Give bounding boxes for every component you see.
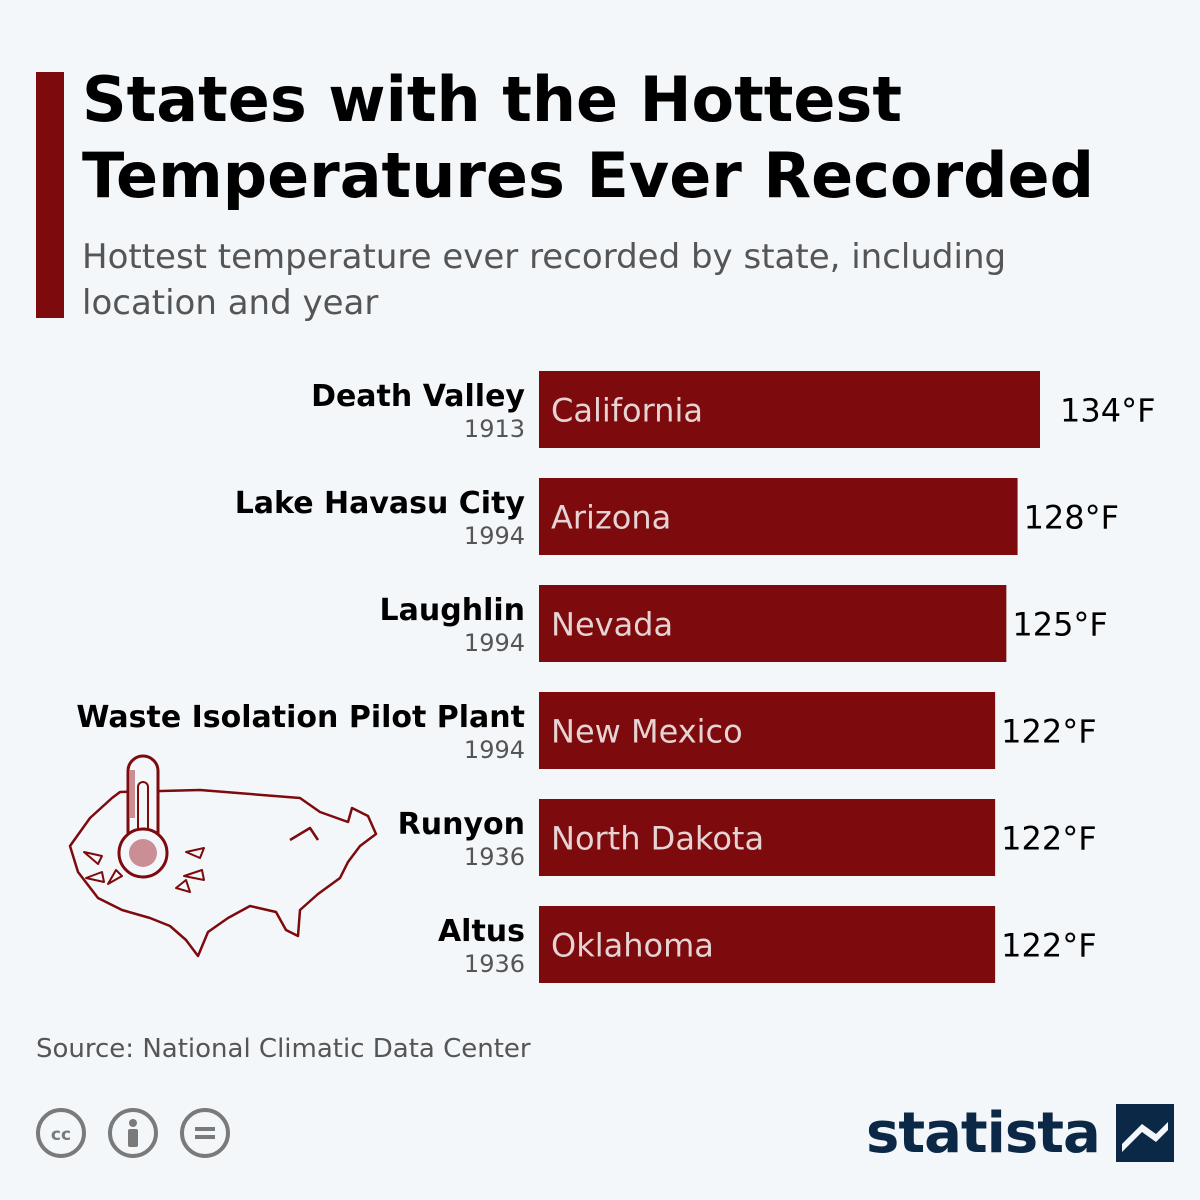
bar-category-label: Arizona xyxy=(551,499,671,537)
page-subtitle: Hottest temperature ever recorded by sta… xyxy=(82,237,1007,323)
year-label: 1936 xyxy=(464,950,525,978)
bar-category-label: Oklahoma xyxy=(551,927,714,965)
location-label: Death Valley xyxy=(311,379,525,414)
bar xyxy=(539,906,996,983)
bar-value-label: 128°F xyxy=(1024,499,1119,537)
bar xyxy=(539,585,1007,662)
location-label: Runyon xyxy=(398,807,525,842)
bar xyxy=(539,478,1018,555)
cc-icon[interactable]: cc xyxy=(36,1108,86,1158)
bar xyxy=(539,371,1040,448)
location-label: Altus xyxy=(438,914,525,949)
page-title: States with the Hottest Temperatures Eve… xyxy=(82,63,1094,212)
year-label: 1994 xyxy=(464,629,525,657)
title-accent-bar xyxy=(36,72,64,318)
bar-category-label: New Mexico xyxy=(551,713,743,751)
svg-text:cc: cc xyxy=(51,1125,71,1145)
location-label: Waste Isolation Pilot Plant xyxy=(76,700,525,735)
source-note: Source: National Climatic Data Center xyxy=(36,1034,531,1064)
bar-value-label: 122°F xyxy=(1001,927,1096,965)
statista-logo[interactable]: statista xyxy=(866,1098,1174,1168)
year-label: 1936 xyxy=(464,843,525,871)
bar-value-label: 134°F xyxy=(1060,392,1155,430)
statista-logo-icon xyxy=(1115,1104,1174,1162)
year-label: 1913 xyxy=(464,415,525,443)
statista-wordmark: statista xyxy=(866,1100,1101,1166)
no-derivatives-icon[interactable] xyxy=(180,1108,230,1158)
bar xyxy=(539,799,996,876)
bar-value-label: 122°F xyxy=(1001,713,1096,751)
bar-category-label: California xyxy=(551,392,703,430)
year-label: 1994 xyxy=(464,522,525,550)
bar-category-label: Nevada xyxy=(551,606,673,644)
location-label: Lake Havasu City xyxy=(235,486,526,521)
location-label: Laughlin xyxy=(380,593,525,628)
thermometer-map-icon xyxy=(68,754,378,958)
bar xyxy=(539,692,996,769)
year-label: 1994 xyxy=(464,736,525,764)
attribution-icon[interactable] xyxy=(108,1108,158,1158)
bar-value-label: 122°F xyxy=(1001,820,1096,858)
bar-value-label: 125°F xyxy=(1012,606,1107,644)
bar-category-label: North Dakota xyxy=(551,820,764,858)
